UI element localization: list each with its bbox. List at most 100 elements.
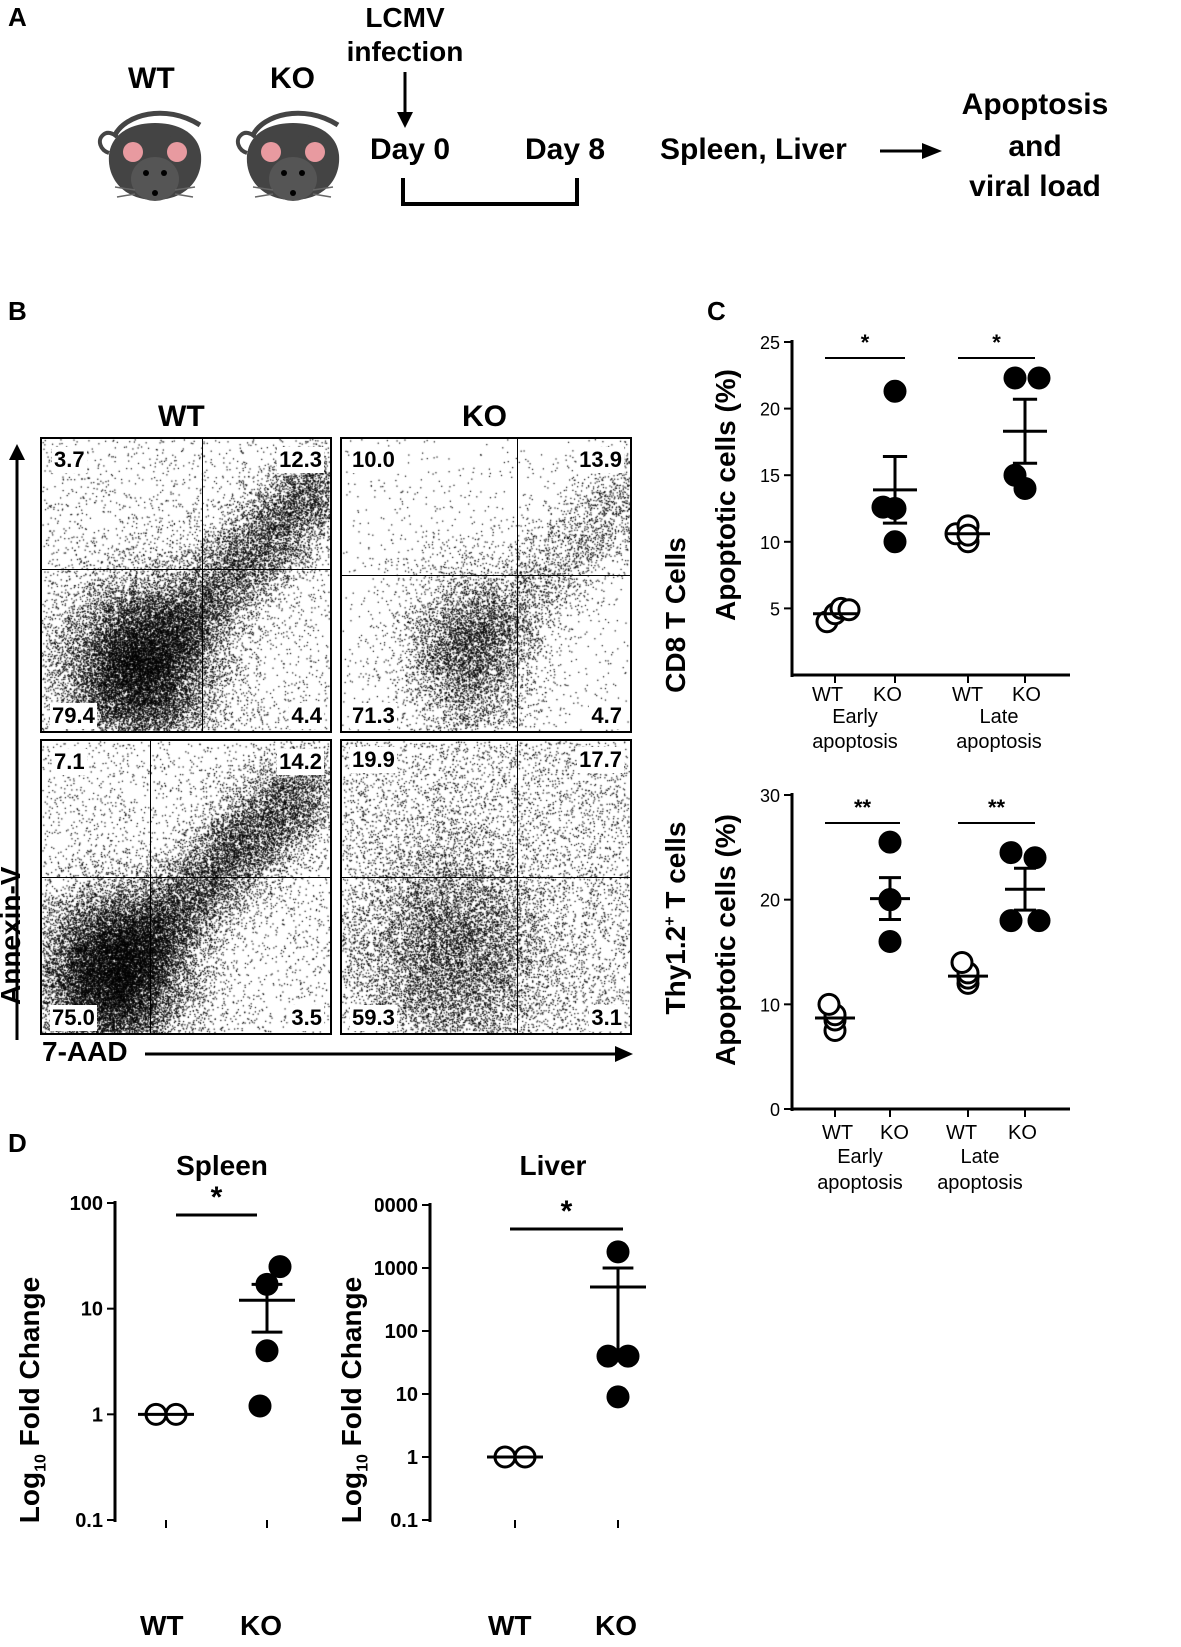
c-top-early-1: Early — [832, 706, 878, 728]
c-top-ko-early: KO — [873, 684, 902, 706]
y-tick-label: 1000 — [375, 1258, 418, 1280]
y-tick-label: 1 — [407, 1447, 418, 1469]
timeline-bracket — [401, 178, 579, 206]
data-point — [883, 379, 907, 403]
y-tick-label: 10 — [760, 995, 780, 1015]
y-tick-label: 20 — [760, 400, 780, 420]
quad-tr: 17.7 — [577, 747, 624, 773]
data-point — [950, 950, 974, 974]
quad-tl: 19.9 — [350, 747, 397, 773]
d-liver-ylabel-tail: Fold Change — [336, 1276, 367, 1455]
quad-bl: 71.3 — [350, 703, 397, 729]
quad-tr: 12.3 — [277, 447, 324, 473]
data-point — [1027, 366, 1051, 390]
ko-mouse-label: KO — [270, 62, 315, 95]
data-point — [817, 992, 841, 1016]
c-bottom-early-1: Early — [837, 1146, 883, 1168]
c-bottom-late-2: apoptosis — [937, 1172, 1023, 1194]
flow-plot-wt-thy: 7.1 14.2 75.0 3.5 — [40, 739, 332, 1035]
quad-br: 4.7 — [589, 703, 624, 729]
thy-row-label-tail: T cells — [660, 821, 691, 917]
data-point — [1023, 846, 1047, 870]
flow-dots — [42, 439, 330, 731]
data-point — [268, 1255, 292, 1279]
d-spleen-ylabel-tail: Fold Change — [14, 1276, 45, 1455]
annexin-axis-label: Annexin-V — [0, 866, 26, 1005]
quad-tr: 14.2 — [277, 749, 324, 775]
thy-row-label-main: Thy1.2 — [660, 925, 691, 1015]
d-spleen-chart: 0.1 1 10 100 *Spleen — [70, 1150, 295, 1532]
d-liver-wt: WT — [488, 1610, 532, 1641]
data-point — [248, 1394, 272, 1418]
ko-mouse-icon — [235, 110, 340, 201]
flow-dots — [342, 741, 630, 1033]
data-point — [1027, 909, 1051, 933]
y-tick-label: 5 — [770, 599, 780, 619]
thy-row-label: Thy1.2+ T cells — [660, 668, 692, 1168]
panel-c-letter: C — [707, 296, 726, 326]
data-point — [878, 830, 902, 854]
organs-label: Spleen, Liver — [660, 133, 847, 166]
c-bottom-chart: 0 10 20 30 ** ** — [760, 786, 1070, 1120]
flow-plot-ko-cd8: 10.0 13.9 71.3 4.7 — [340, 437, 632, 733]
d-spleen-ko: KO — [240, 1610, 282, 1641]
annexin-axis-arrow — [9, 444, 25, 1040]
flow-dots — [42, 741, 330, 1033]
y-tick-label: 100 — [385, 1321, 418, 1343]
quad-br: 3.5 — [289, 1005, 324, 1031]
quad-br: 4.4 — [289, 703, 324, 729]
significance-label: ** — [988, 795, 1006, 820]
quad-tr: 13.9 — [577, 447, 624, 473]
data-point — [606, 1240, 630, 1264]
outcome-line-3: viral load — [969, 170, 1101, 203]
c-top-wt-early: WT — [812, 684, 844, 706]
c-bottom-late-1: Late — [960, 1146, 1000, 1168]
y-tick-label: 10 — [396, 1384, 418, 1406]
data-point — [255, 1339, 279, 1363]
y-tick-label: 100 — [70, 1193, 103, 1215]
quad-br: 3.1 — [589, 1005, 624, 1031]
data-point — [883, 530, 907, 554]
y-tick-label: 1 — [92, 1404, 103, 1426]
c-top-wt-late: WT — [952, 684, 984, 706]
d-spleen-ylabel-sub: 10 — [32, 1454, 50, 1472]
c-bottom-ko-early: KO — [880, 1122, 909, 1144]
wt-mouse-icon — [97, 110, 202, 201]
data-point — [1003, 366, 1027, 390]
data-point — [837, 598, 861, 622]
day8-label: Day 8 — [525, 133, 606, 166]
c-bottom-ylabel: Apoptotic cells (%) — [710, 814, 741, 1067]
c-top-late-2: apoptosis — [956, 731, 1042, 753]
y-tick-label: 20 — [760, 891, 780, 911]
significance-label: * — [992, 330, 1001, 355]
data-point — [871, 495, 895, 519]
thy-row-label-sup: + — [661, 916, 679, 926]
y-tick-label: 0 — [770, 1100, 780, 1120]
y-tick-label: 10 — [760, 533, 780, 553]
right-arrow-icon — [880, 143, 942, 159]
c-bottom-early-2: apoptosis — [817, 1172, 903, 1194]
d-liver-ylabel-main: Log — [336, 1471, 367, 1524]
y-tick-label: 0.1 — [75, 1510, 103, 1532]
quad-tl: 7.1 — [52, 749, 87, 775]
d-spleen-ylabel-main: Log — [14, 1471, 45, 1524]
outcome-line-1: Apoptosis — [961, 88, 1109, 121]
chart-title: Liver — [520, 1150, 587, 1181]
chart-title: Spleen — [176, 1150, 268, 1181]
infection-label-2: infection — [346, 36, 464, 67]
infection-arrow-icon — [397, 72, 413, 128]
c-top-late-1: Late — [979, 706, 1019, 728]
flow-col-ko: KO — [462, 400, 507, 433]
c-top-ko-late: KO — [1012, 684, 1041, 706]
y-tick-label: 25 — [760, 333, 780, 353]
d-spleen-wt: WT — [140, 1610, 184, 1641]
d-liver-ylabel: Log10 Fold Change — [336, 1230, 373, 1570]
data-point — [878, 930, 902, 954]
data-point — [999, 841, 1023, 865]
significance-label: * — [561, 1195, 573, 1228]
flow-col-wt: WT — [158, 400, 205, 433]
data-point — [606, 1385, 630, 1409]
significance-label: * — [211, 1181, 223, 1214]
